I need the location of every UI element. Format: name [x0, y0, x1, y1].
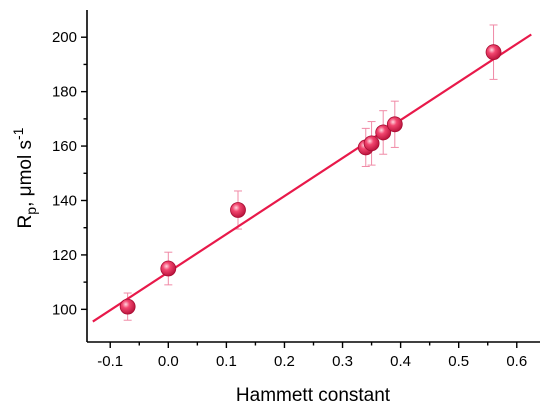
fit-line: [92, 33, 532, 323]
x-tick-label: -0.1: [97, 353, 123, 370]
data-point: [160, 260, 177, 277]
data-points: [119, 44, 502, 315]
fit-line-group: [92, 33, 532, 323]
x-tick-label: 0.1: [216, 353, 237, 370]
data-point: [230, 202, 246, 218]
y-axis-title-main: R: [15, 215, 36, 229]
data-point: [363, 135, 380, 152]
x-tick-label: 0.6: [506, 353, 527, 370]
y-tick-label: 100: [52, 301, 77, 318]
y-axis-title-rest: , μmol s: [15, 140, 36, 207]
data-point: [375, 124, 392, 141]
x-axis-title: Hammett constant: [236, 385, 391, 406]
data-point: [119, 298, 136, 315]
data-point: [386, 116, 403, 133]
y-tick-label: 140: [52, 192, 77, 209]
y-tick-label: 160: [52, 138, 77, 155]
y-axis-title: Rp, μmol s-1: [10, 127, 39, 228]
error-bars: [123, 24, 498, 321]
y-axis-title-superscript: -1: [10, 127, 26, 140]
x-axis-ticks: -0.1 0.0 0.1 0.2 0.3 0.4 0.5 0.6: [97, 342, 527, 370]
x-tick-label: 0.5: [448, 353, 469, 370]
y-tick-label: 180: [52, 84, 77, 101]
x-tick-label: 0.3: [332, 353, 353, 370]
y-axis-title-subscript: p: [23, 207, 39, 215]
x-tick-label: 0.2: [274, 353, 295, 370]
x-tick-label: 0.4: [390, 353, 411, 370]
x-tick-label: 0.0: [158, 353, 179, 370]
y-axis-ticks: 100 120 140 160 180 200: [52, 29, 87, 318]
y-tick-label: 200: [52, 29, 77, 46]
y-tick-label: 120: [52, 247, 77, 264]
data-point: [485, 44, 502, 61]
